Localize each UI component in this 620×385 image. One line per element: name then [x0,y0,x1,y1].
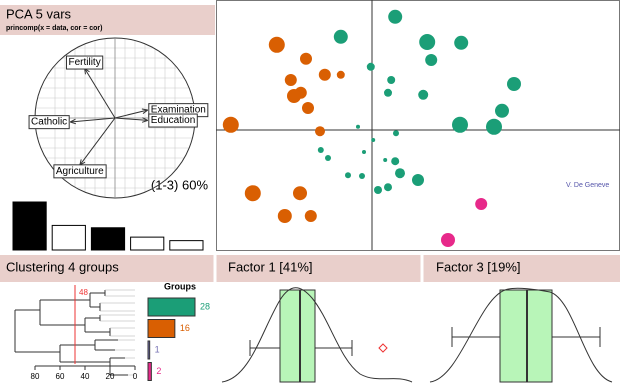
arrow-head [141,117,149,123]
point [300,52,312,65]
loading-arrow [79,117,116,166]
variable-label: Agriculture [56,166,104,177]
whisker [249,340,353,356]
loading-arrow [70,117,116,123]
point [345,172,351,179]
bar [147,297,196,317]
point [384,88,392,97]
point [277,209,292,223]
loading-arrow [114,117,148,121]
variable-label: Fertility [68,57,100,68]
point [384,183,392,192]
bar [147,319,176,338]
variable-label: Education [151,115,195,126]
point [333,29,348,44]
loading-arrow [114,109,148,119]
value-label: 1 [155,344,160,354]
point [315,126,325,137]
header-bar [0,5,215,35]
dendrogram [14,289,135,376]
point [287,89,301,103]
outlier [378,343,388,353]
title: Groups [164,281,196,291]
density-plot [429,287,613,383]
point [317,147,324,153]
point [284,74,297,86]
value-label: 16 [180,323,190,333]
point [387,76,396,84]
point [325,155,331,161]
point [452,116,468,133]
point [441,233,455,247]
value-label: 2 [156,366,161,376]
point [495,103,509,118]
label-box [53,164,107,179]
point [454,35,469,50]
point [371,138,376,142]
point [418,89,429,100]
point [486,118,502,135]
x-tick-label: 60 [56,372,65,381]
density-curve [221,287,413,383]
annotation: (1-3) 60% [151,177,209,192]
point [412,174,424,186]
label-box [28,115,70,130]
point [374,186,382,194]
point [425,54,438,66]
subtitle: princomp(x = data, cor = cor) [6,25,102,32]
point [302,102,314,114]
arrow-head [69,118,77,125]
point [475,198,488,210]
point [222,116,239,133]
title: Factor 1 [41%] [228,259,313,274]
point [293,186,307,201]
annotation: V. De Geneve [566,182,609,189]
title: PCA 5 vars [6,6,72,21]
label-box [148,113,198,128]
value-label: 28 [200,301,210,311]
density-curve [429,287,613,383]
bar [147,362,152,381]
point [304,210,317,222]
bar [147,340,151,360]
bar [169,240,204,251]
point [391,157,400,166]
loading-arrow [84,68,116,119]
point [366,62,375,71]
point [244,185,261,202]
cut-label: 48 [79,288,88,297]
bar [51,224,86,251]
point [395,168,405,179]
point [359,173,365,179]
point [388,9,403,24]
variable-label: Catholic [31,117,67,128]
bar [90,227,126,251]
point [383,158,388,162]
box [279,289,316,383]
header-bar [0,255,620,282]
x-tick-label: 0 [133,372,138,381]
bar [130,236,165,251]
bar [12,201,47,251]
whisker [451,327,601,347]
title: Factor 3 [19%] [436,259,521,274]
x-tick-label: 80 [31,372,40,381]
arrow-head [141,108,149,114]
label-box [65,55,104,70]
point [419,34,436,50]
x-tick-label: 20 [106,372,115,381]
point [362,150,366,154]
variable-label: Examination [151,105,206,116]
point [318,68,331,81]
point [336,70,345,79]
density-plot [221,287,413,383]
x-tick-label: 40 [81,372,90,381]
point [507,77,521,91]
title: Clustering 4 groups [6,259,119,274]
point [268,36,285,53]
point [393,130,399,137]
point [356,124,360,129]
